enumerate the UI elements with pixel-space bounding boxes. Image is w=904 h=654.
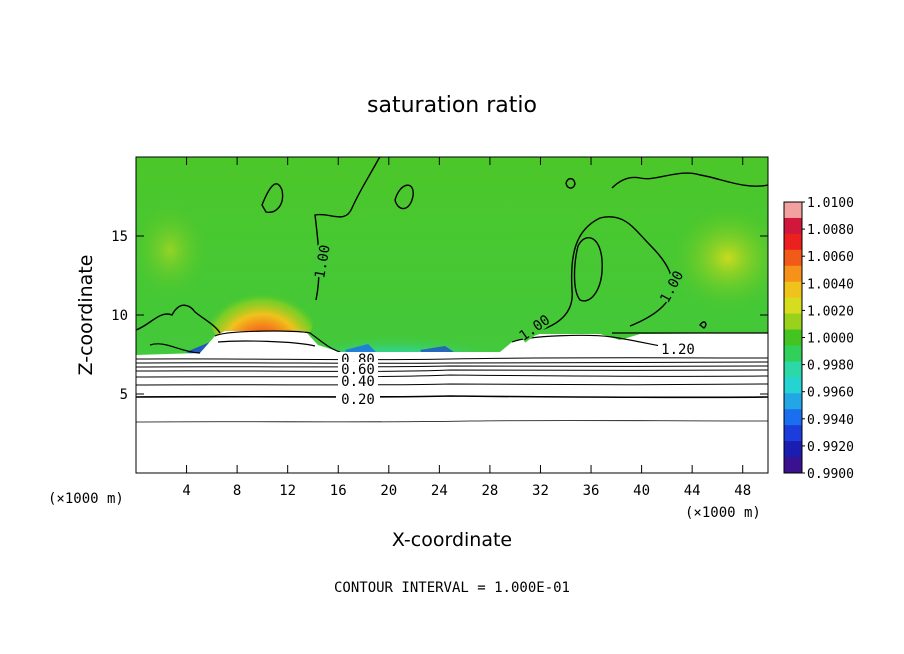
chart-title: saturation ratio xyxy=(367,93,537,118)
x-tick-label: 8 xyxy=(233,483,241,499)
contour-label: 1.20 xyxy=(661,342,695,358)
colorbar-swatch xyxy=(784,249,802,267)
x-tick-label: 36 xyxy=(583,483,600,499)
plot-field: 1.00 1.00 1.00 0.80 0.60 0.40 0.20 1.20 xyxy=(136,157,768,473)
colorbar-label: 0.9920 xyxy=(807,440,854,455)
warm-patch-left xyxy=(136,200,210,300)
colorbar-swatch xyxy=(784,281,802,299)
colorbar-swatch xyxy=(784,202,802,219)
y-tick-label: 15 xyxy=(111,229,128,245)
colorbar-swatch xyxy=(784,457,802,474)
y-axis-ticks: 5 10 15 xyxy=(111,229,768,403)
contour-label: 0.40 xyxy=(341,374,375,390)
y-axis-label: Z-coordinate xyxy=(75,255,97,376)
x-tick-label: 4 xyxy=(182,483,190,499)
colorbar-swatch xyxy=(784,313,802,331)
x-tick-label: 28 xyxy=(481,483,498,499)
x-tick-label: 16 xyxy=(330,483,347,499)
x-tick-label: 20 xyxy=(380,483,397,499)
y-unit-label: (×1000 m) xyxy=(48,491,124,507)
x-axis-label: X-coordinate xyxy=(392,529,512,551)
contour-label: 0.20 xyxy=(341,392,375,408)
colorbar-label: 0.9980 xyxy=(807,359,854,374)
colorbar-label: 0.9940 xyxy=(807,413,854,428)
colorbar-label: 1.0080 xyxy=(807,223,854,238)
colorbar-label: 1.0020 xyxy=(807,304,854,319)
colorbar xyxy=(783,201,803,474)
colorbar-swatch xyxy=(784,361,802,378)
x-tick-label: 24 xyxy=(431,483,448,499)
colorbar-label: 0.9960 xyxy=(807,386,854,401)
x-tick-label: 44 xyxy=(684,483,701,499)
colorbar-label: 1.0040 xyxy=(807,277,854,292)
colorbar-swatch xyxy=(784,409,802,426)
colorbar-label: 1.0100 xyxy=(807,196,854,211)
colorbar-swatch xyxy=(784,233,802,251)
y-tick-label: 5 xyxy=(120,387,128,403)
colorbar-swatch xyxy=(784,441,802,458)
x-tick-label: 12 xyxy=(279,483,296,499)
colorbar-swatch xyxy=(784,377,802,394)
warm-patch-right xyxy=(668,203,768,313)
x-unit-label: (×1000 m) xyxy=(685,505,761,521)
x-tick-label: 40 xyxy=(633,483,650,499)
contour-label: 1.00 xyxy=(312,244,334,280)
colorbar-swatch xyxy=(784,265,802,283)
colorbar-swatch xyxy=(784,217,802,235)
low-contours xyxy=(136,357,768,423)
colorbar-swatch xyxy=(784,297,802,315)
colorbar-label: 0.9900 xyxy=(807,467,854,482)
colorbar-labels: 1.0100 1.0080 1.0060 1.0040 1.0020 1.0000 0.99… xyxy=(802,196,854,482)
colorbar-swatch xyxy=(784,345,802,362)
contour-interval-note: CONTOUR INTERVAL = 1.000E-01 xyxy=(334,580,570,596)
x-tick-label: 32 xyxy=(532,483,549,499)
colorbar-swatch xyxy=(784,329,802,346)
colorbar-swatch xyxy=(784,425,802,442)
x-tick-label: 48 xyxy=(734,483,751,499)
colorbar-label: 1.0060 xyxy=(807,250,854,265)
y-tick-label: 10 xyxy=(111,308,128,324)
x-axis-ticks: 4 8 12 16 20 24 28 32 36 40 44 48 xyxy=(182,157,751,499)
colorbar-label: 1.0000 xyxy=(807,332,854,347)
colorbar-swatch xyxy=(784,393,802,410)
